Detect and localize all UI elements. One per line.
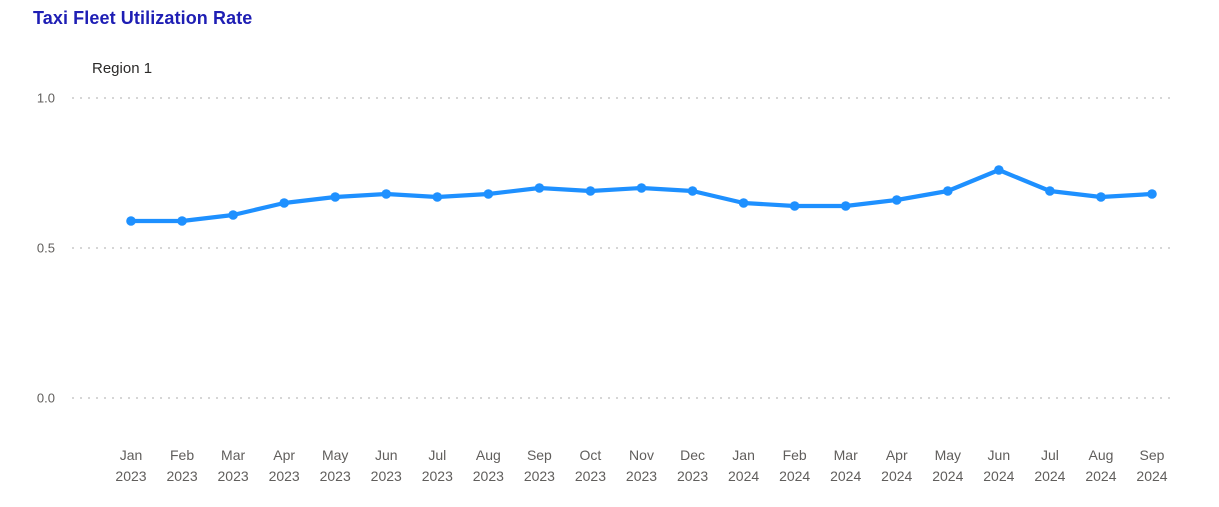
x-axis-tick-year: 2023 — [575, 468, 606, 484]
x-axis-tick-year: 2024 — [983, 468, 1014, 484]
data-point-marker[interactable] — [1147, 189, 1157, 199]
data-point-marker[interactable] — [943, 186, 953, 196]
x-axis-tick-month: Sep — [527, 447, 552, 463]
y-axis-tick-label: 0.5 — [37, 241, 55, 256]
data-point-marker[interactable] — [177, 216, 187, 226]
data-point-marker[interactable] — [126, 216, 136, 226]
x-axis-tick-year: 2024 — [1136, 468, 1167, 484]
x-axis-tick-month: Jul — [1041, 447, 1059, 463]
x-axis-tick-year: 2023 — [218, 468, 249, 484]
data-point-marker[interactable] — [994, 165, 1004, 175]
data-point-marker[interactable] — [1096, 192, 1106, 202]
x-axis-tick-month: Oct — [580, 447, 602, 463]
x-axis-tick-month: Jun — [988, 447, 1011, 463]
data-point-marker[interactable] — [687, 186, 698, 196]
x-axis-tick-year: 2023 — [320, 468, 351, 484]
x-axis-tick-year: 2024 — [779, 468, 810, 484]
x-axis-tick-year: 2023 — [626, 468, 657, 484]
data-point-marker[interactable] — [891, 195, 902, 205]
x-axis-tick-month: Aug — [476, 447, 501, 463]
x-axis-tick-year: 2024 — [728, 468, 759, 484]
x-axis-tick-year: 2024 — [830, 468, 861, 484]
x-axis-tick-month: Nov — [629, 447, 654, 463]
x-axis-tick-month: May — [322, 447, 348, 463]
data-point-marker[interactable] — [330, 192, 341, 202]
chart-title: Taxi Fleet Utilization Rate — [33, 8, 253, 28]
x-axis-tick-month: Apr — [886, 447, 908, 463]
data-point-marker[interactable] — [228, 210, 238, 220]
data-point-marker[interactable] — [840, 201, 851, 211]
x-axis-tick-month: Dec — [680, 447, 705, 463]
data-point-marker[interactable] — [789, 201, 800, 211]
x-axis-tick-year: 2023 — [371, 468, 402, 484]
x-axis-tick-month: Jan — [120, 447, 143, 463]
legend-series-label: Region 1 — [92, 60, 153, 77]
x-axis-tick-year: 2023 — [473, 468, 504, 484]
data-point-marker[interactable] — [1045, 186, 1055, 196]
data-point-marker[interactable] — [585, 186, 596, 196]
x-axis-tick-month: Mar — [834, 447, 858, 463]
data-point-marker[interactable] — [636, 183, 647, 193]
x-axis-tick-year: 2023 — [166, 468, 197, 484]
x-axis-tick-month: Jan — [732, 447, 755, 463]
x-axis-tick-month: May — [935, 447, 961, 463]
x-axis-tick-month: Jul — [428, 447, 446, 463]
x-axis-tick-year: 2024 — [1034, 468, 1065, 484]
x-axis-tick-year: 2023 — [115, 468, 146, 484]
x-axis-tick-month: Jun — [375, 447, 398, 463]
series-line — [128, 167, 1155, 224]
data-point-marker[interactable] — [534, 183, 545, 193]
y-axis-tick-label: 0.0 — [37, 391, 55, 406]
data-point-marker[interactable] — [738, 198, 749, 208]
x-axis-tick-year: 2023 — [269, 468, 300, 484]
data-point-marker[interactable] — [483, 189, 494, 199]
x-axis-tick-month: Apr — [273, 447, 295, 463]
data-point-marker[interactable] — [432, 192, 443, 202]
x-axis-tick-month: Feb — [170, 447, 194, 463]
data-point-marker[interactable] — [381, 189, 392, 199]
x-axis-tick-year: 2023 — [422, 468, 453, 484]
x-axis-tick-month: Mar — [221, 447, 245, 463]
x-axis-tick-month: Feb — [783, 447, 807, 463]
x-axis-tick-year: 2023 — [524, 468, 555, 484]
x-axis-tick-month: Aug — [1088, 447, 1113, 463]
x-axis-tick-year: 2024 — [1085, 468, 1116, 484]
x-axis-tick-year: 2024 — [881, 468, 912, 484]
data-point-marker[interactable] — [279, 198, 289, 208]
x-axis-tick-year: 2023 — [677, 468, 708, 484]
y-axis-tick-label: 1.0 — [37, 91, 55, 106]
x-axis-tick-year: 2024 — [932, 468, 963, 484]
x-axis-tick-month: Sep — [1140, 447, 1165, 463]
